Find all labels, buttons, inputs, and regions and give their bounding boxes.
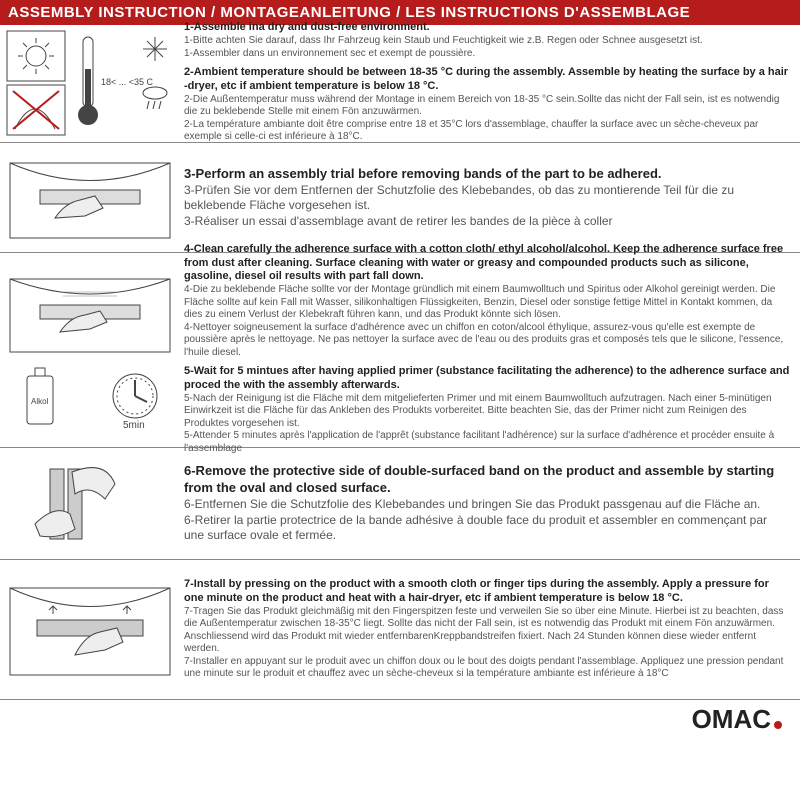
s1-en: 1-Assemble ina dry and dust-free environ… bbox=[184, 21, 790, 35]
temp-range-label: 18< ... <35 C bbox=[101, 77, 154, 87]
text-step-7: 7-Install by pressing on the product wit… bbox=[180, 560, 800, 699]
s2-fr: 2-La température ambiante doit être comp… bbox=[184, 119, 790, 144]
timer-label: 5min bbox=[123, 420, 145, 431]
s3-fr: 3-Réaliser un essai d'assemblage avant d… bbox=[184, 214, 790, 230]
s7-fr: 7-Installer en appuyant sur le produit a… bbox=[184, 656, 790, 681]
row-env-temp: 18< ... <35 C 1-Assemble ina dry and dus… bbox=[0, 25, 800, 143]
text-step-3: 3-Perform an assembly trial before remov… bbox=[180, 143, 800, 252]
brand-logo: OMAC bbox=[692, 704, 782, 735]
row-trial: 3-Perform an assembly trial before remov… bbox=[0, 143, 800, 253]
footer: OMAC bbox=[0, 700, 800, 735]
s1-fr: 1-Assembler dans un environnement sec et… bbox=[184, 48, 790, 61]
s2-en: 2-Ambient temperature should be between … bbox=[184, 66, 790, 94]
s7-de: 7-Tragen Sie das Produkt gleichmäßig mit… bbox=[184, 606, 790, 656]
s6-fr: 6-Retirer la partie protectrice de la ba… bbox=[184, 513, 790, 544]
s4-en: 4-Clean carefully the adherence surface … bbox=[184, 243, 790, 284]
text-steps-1-2: 1-Assemble ina dry and dust-free environ… bbox=[180, 25, 800, 142]
s4-fr: 4-Nettoyer soigneusement la surface d'ad… bbox=[184, 322, 790, 360]
text-steps-4-5: 4-Clean carefully the adherence surface … bbox=[180, 253, 800, 447]
s3-en: 3-Perform an assembly trial before remov… bbox=[184, 166, 790, 183]
s5-en: 5-Wait for 5 mintues after having applie… bbox=[184, 365, 790, 393]
s6-en: 6-Remove the protective side of double-s… bbox=[184, 463, 790, 497]
row-remove: 6-Remove the protective side of double-s… bbox=[0, 448, 800, 560]
illus-env-temp: 18< ... <35 C bbox=[0, 25, 180, 142]
s2-de: 2-Die Außentemperatur muss während der M… bbox=[184, 94, 790, 119]
alkol-label: Alkol bbox=[31, 397, 49, 406]
s7-en: 7-Install by pressing on the product wit… bbox=[184, 578, 790, 606]
s5-de: 5-Nach der Reinigung ist die Fläche mit … bbox=[184, 393, 790, 431]
illus-clean-wait: Alkol 5min bbox=[0, 253, 180, 447]
text-step-6: 6-Remove the protective side of double-s… bbox=[180, 448, 800, 559]
s1-de: 1-Bitte achten Sie darauf, dass Ihr Fahr… bbox=[184, 35, 790, 48]
brand-logo-dot bbox=[774, 721, 782, 729]
s3-de: 3-Prüfen Sie vor dem Entfernen der Schut… bbox=[184, 183, 790, 214]
s6-de: 6-Entfernen Sie die Schutzfolie des Kleb… bbox=[184, 497, 790, 513]
illus-install bbox=[0, 560, 180, 699]
row-install: 7-Install by pressing on the product wit… bbox=[0, 560, 800, 700]
row-clean-wait: Alkol 5min 4-Clean carefully the adheren… bbox=[0, 253, 800, 448]
s4-de: 4-Die zu beklebende Fläche sollte vor de… bbox=[184, 284, 790, 322]
illus-trial bbox=[0, 143, 180, 252]
brand-logo-text: OMAC bbox=[692, 704, 771, 735]
illus-remove bbox=[0, 448, 180, 559]
